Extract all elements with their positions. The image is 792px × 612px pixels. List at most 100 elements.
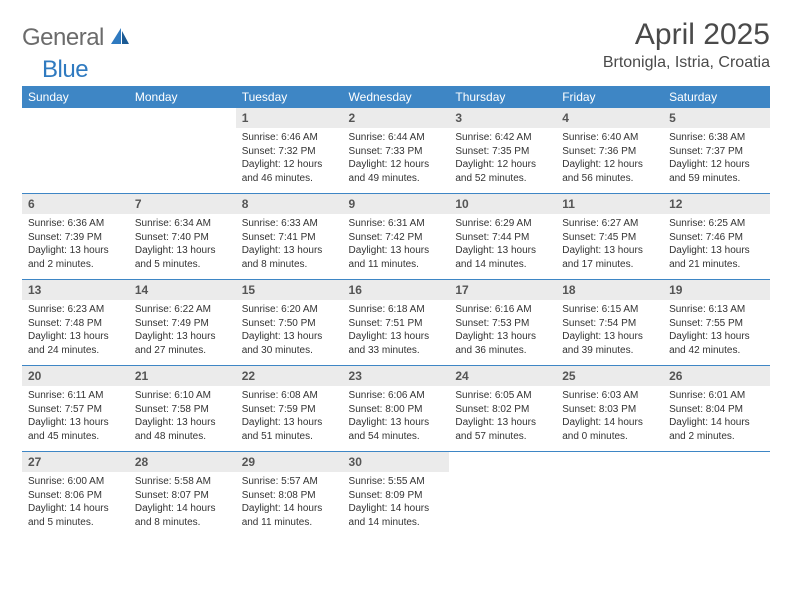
day-cell: 9Sunrise: 6:31 AMSunset: 7:42 PMDaylight… xyxy=(343,194,450,280)
sunset-text: Sunset: 7:33 PM xyxy=(349,145,444,159)
day-header: Wednesday xyxy=(343,86,450,108)
sunrise-text: Sunrise: 6:40 AM xyxy=(562,131,657,145)
sunrise-text: Sunrise: 6:25 AM xyxy=(669,217,764,231)
day-number: 26 xyxy=(663,366,770,386)
week-row: 27 Sunrise: 6:00 AMSunset: 8:06 PM Dayligh… xyxy=(22,452,770,537)
calendar-table: SundayMondayTuesdayWednesdayThursdayFrid… xyxy=(22,86,770,537)
week-row: 20Sunrise: 6:11 AMSunset: 7:57 PMDayligh… xyxy=(22,366,770,452)
day-header: Tuesday xyxy=(236,86,343,108)
day-cell: 12Sunrise: 6:25 AMSunset: 7:46 PMDayligh… xyxy=(663,194,770,280)
sunset-text: Sunset: 7:50 PM xyxy=(242,317,337,331)
day-cell: 5Sunrise: 6:38 AMSunset: 7:37 PMDaylight… xyxy=(663,108,770,194)
logo-text-blue: Blue xyxy=(42,56,88,84)
sunrise-text: Sunrise: 5:57 AM xyxy=(242,475,337,489)
day-cell: 30Sunrise: 5:55 AMSunset: 8:09 PMDayligh… xyxy=(343,452,450,537)
sunrise-text: Sunrise: 6:13 AM xyxy=(669,303,764,317)
daylight-text: Daylight: 13 hours and 33 minutes. xyxy=(349,330,444,357)
sunset-text: Sunset: 8:00 PM xyxy=(349,403,444,417)
day-body: Sunrise: 6:34 AMSunset: 7:40 PMDaylight:… xyxy=(129,214,236,279)
day-body: Sunrise: 6:20 AMSunset: 7:50 PMDaylight:… xyxy=(236,300,343,365)
day-cell: 20Sunrise: 6:11 AMSunset: 7:57 PMDayligh… xyxy=(22,366,129,452)
day-number: 28 xyxy=(129,452,236,472)
day-number: 14 xyxy=(129,280,236,300)
day-cell: 6Sunrise: 6:36 AMSunset: 7:39 PMDaylight… xyxy=(22,194,129,280)
sunset-text: Sunset: 7:53 PM xyxy=(455,317,550,331)
sunset-text: Sunset: 7:45 PM xyxy=(562,231,657,245)
day-cell: 13Sunrise: 6:23 AMSunset: 7:48 PMDayligh… xyxy=(22,280,129,366)
sunrise-text: Sunrise: 6:33 AM xyxy=(242,217,337,231)
week-row: 13Sunrise: 6:23 AMSunset: 7:48 PMDayligh… xyxy=(22,280,770,366)
sunset-text: Sunset: 7:41 PM xyxy=(242,231,337,245)
sunset-text: Sunset: 7:32 PM xyxy=(242,145,337,159)
day-cell: 23Sunrise: 6:06 AMSunset: 8:00 PMDayligh… xyxy=(343,366,450,452)
day-number: 13 xyxy=(22,280,129,300)
sunset-text: Sunset: 7:59 PM xyxy=(242,403,337,417)
day-body: Sunrise: 6:46 AMSunset: 7:32 PMDaylight:… xyxy=(236,128,343,193)
sunset-text: Sunset: 8:07 PM xyxy=(135,489,230,503)
day-cell: 17Sunrise: 6:16 AMSunset: 7:53 PMDayligh… xyxy=(449,280,556,366)
day-cell: 24Sunrise: 6:05 AMSunset: 8:02 PMDayligh… xyxy=(449,366,556,452)
week-row: 6Sunrise: 6:36 AMSunset: 7:39 PMDaylight… xyxy=(22,194,770,280)
sunrise-text: Sunrise: 6:11 AM xyxy=(28,389,123,403)
daylight-text: Daylight: 13 hours and 45 minutes. xyxy=(28,416,123,443)
day-body: Sunrise: 6:27 AMSunset: 7:45 PMDaylight:… xyxy=(556,214,663,279)
daylight-text: Daylight: 14 hours and 14 minutes. xyxy=(349,502,444,529)
day-cell: 25Sunrise: 6:03 AMSunset: 8:03 PMDayligh… xyxy=(556,366,663,452)
day-cell: 10Sunrise: 6:29 AMSunset: 7:44 PMDayligh… xyxy=(449,194,556,280)
sunset-text: Sunset: 7:35 PM xyxy=(455,145,550,159)
day-number: 20 xyxy=(22,366,129,386)
daylight-text: Daylight: 13 hours and 5 minutes. xyxy=(135,244,230,271)
day-number: 24 xyxy=(449,366,556,386)
daylight-text: Daylight: 13 hours and 36 minutes. xyxy=(455,330,550,357)
day-body: Sunrise: 5:57 AMSunset: 8:08 PMDaylight:… xyxy=(236,472,343,537)
day-number: 27 xyxy=(22,452,129,472)
sunrise-text: Sunrise: 6:05 AM xyxy=(455,389,550,403)
sunset-text: Sunset: 7:44 PM xyxy=(455,231,550,245)
sunset-text: Sunset: 7:51 PM xyxy=(349,317,444,331)
sunset-text: Sunset: 7:49 PM xyxy=(135,317,230,331)
sunset-text: Sunset: 7:39 PM xyxy=(28,231,123,245)
day-cell: . xyxy=(449,452,556,537)
day-header: Sunday xyxy=(22,86,129,108)
day-body: Sunrise: 6:40 AMSunset: 7:36 PMDaylight:… xyxy=(556,128,663,193)
daylight-text: Daylight: 13 hours and 48 minutes. xyxy=(135,416,230,443)
day-body: Sunrise: 6:16 AMSunset: 7:53 PMDaylight:… xyxy=(449,300,556,365)
day-number: 7 xyxy=(129,194,236,214)
logo-sail-icon xyxy=(109,26,131,51)
day-cell: . xyxy=(22,108,129,194)
day-number: 1 xyxy=(236,108,343,128)
sunrise-text: Sunrise: 6:22 AM xyxy=(135,303,230,317)
day-header: Friday xyxy=(556,86,663,108)
day-number: 19 xyxy=(663,280,770,300)
day-cell: 2Sunrise: 6:44 AMSunset: 7:33 PMDaylight… xyxy=(343,108,450,194)
day-cell: 29Sunrise: 5:57 AMSunset: 8:08 PMDayligh… xyxy=(236,452,343,537)
logo-text-general: General xyxy=(22,24,104,52)
daylight-text: Daylight: 14 hours and 8 minutes. xyxy=(135,502,230,529)
sunrise-text: Sunrise: 6:00 AM xyxy=(28,475,123,489)
day-body: Sunrise: 6:08 AMSunset: 7:59 PMDaylight:… xyxy=(236,386,343,451)
day-cell: 8Sunrise: 6:33 AMSunset: 7:41 PMDaylight… xyxy=(236,194,343,280)
sunrise-text: Sunrise: 5:58 AM xyxy=(135,475,230,489)
sunrise-text: Sunrise: 6:20 AM xyxy=(242,303,337,317)
day-body: Sunrise: 6:31 AMSunset: 7:42 PMDaylight:… xyxy=(343,214,450,279)
sunset-text: Sunset: 8:06 PM xyxy=(28,489,123,503)
day-cell: . xyxy=(129,108,236,194)
sunrise-text: Sunrise: 6:34 AM xyxy=(135,217,230,231)
daylight-text: Daylight: 12 hours and 52 minutes. xyxy=(455,158,550,185)
day-number: 15 xyxy=(236,280,343,300)
sunrise-text: Sunrise: 6:29 AM xyxy=(455,217,550,231)
daylight-text: Daylight: 13 hours and 57 minutes. xyxy=(455,416,550,443)
day-number: 30 xyxy=(343,452,450,472)
sunrise-text: Sunrise: 6:31 AM xyxy=(349,217,444,231)
day-body: Sunrise: 6:18 AMSunset: 7:51 PMDaylight:… xyxy=(343,300,450,365)
day-body: Sunrise: 6:44 AMSunset: 7:33 PMDaylight:… xyxy=(343,128,450,193)
daylight-text: Daylight: 12 hours and 56 minutes. xyxy=(562,158,657,185)
day-cell: 26Sunrise: 6:01 AMSunset: 8:04 PMDayligh… xyxy=(663,366,770,452)
header: General April 2025 Brtonigla, Istria, Cr… xyxy=(22,18,770,72)
day-cell: . xyxy=(663,452,770,537)
day-body: Sunrise: 6:06 AMSunset: 8:00 PMDaylight:… xyxy=(343,386,450,451)
calendar-header-row: SundayMondayTuesdayWednesdayThursdayFrid… xyxy=(22,86,770,108)
day-cell: 15Sunrise: 6:20 AMSunset: 7:50 PMDayligh… xyxy=(236,280,343,366)
daylight-text: Daylight: 13 hours and 17 minutes. xyxy=(562,244,657,271)
sunrise-text: Sunrise: 6:10 AM xyxy=(135,389,230,403)
